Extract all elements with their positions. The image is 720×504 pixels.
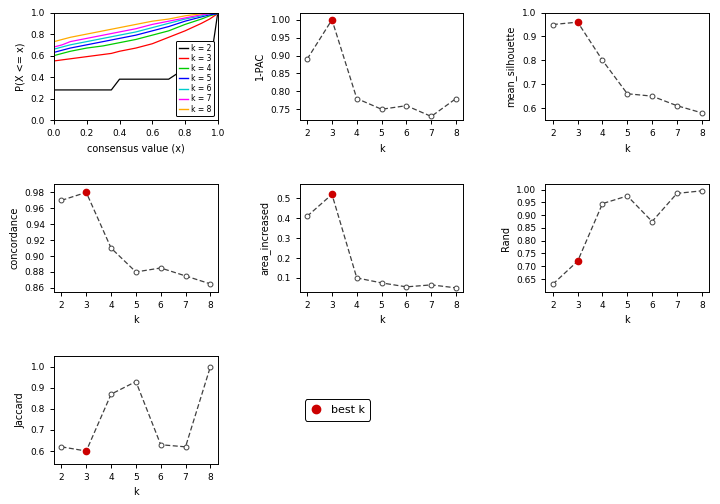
Y-axis label: 1-PAC: 1-PAC xyxy=(255,52,265,81)
X-axis label: k: k xyxy=(379,316,384,326)
Y-axis label: Jaccard: Jaccard xyxy=(15,392,25,428)
Legend: best k: best k xyxy=(305,400,370,420)
Y-axis label: mean_silhouette: mean_silhouette xyxy=(505,26,516,107)
Y-axis label: concordance: concordance xyxy=(9,207,19,269)
Y-axis label: area_increased: area_increased xyxy=(260,201,271,275)
X-axis label: k: k xyxy=(624,144,630,154)
X-axis label: k: k xyxy=(379,144,384,154)
X-axis label: k: k xyxy=(624,316,630,326)
Y-axis label: Rand: Rand xyxy=(500,226,510,250)
Legend: k = 2, k = 3, k = 4, k = 5, k = 6, k = 7, k = 8: k = 2, k = 3, k = 4, k = 5, k = 6, k = 7… xyxy=(176,41,214,116)
X-axis label: k: k xyxy=(133,487,139,497)
X-axis label: k: k xyxy=(133,316,139,326)
Y-axis label: P(X <= x): P(X <= x) xyxy=(15,42,25,91)
X-axis label: consensus value (x): consensus value (x) xyxy=(87,144,185,154)
